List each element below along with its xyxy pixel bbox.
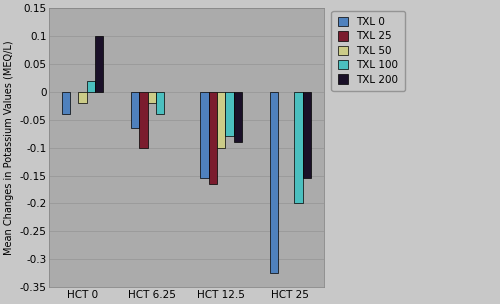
Bar bbox=[208, 92, 217, 184]
Bar bbox=[234, 92, 242, 142]
Bar bbox=[87, 81, 95, 92]
Bar bbox=[217, 92, 225, 148]
Bar bbox=[62, 92, 70, 114]
Bar bbox=[302, 92, 311, 178]
Bar bbox=[78, 92, 87, 103]
Bar bbox=[225, 92, 234, 136]
Bar bbox=[270, 92, 278, 273]
Legend: TXL 0, TXL 25, TXL 50, TXL 100, TXL 200: TXL 0, TXL 25, TXL 50, TXL 100, TXL 200 bbox=[332, 11, 404, 91]
Y-axis label: Mean Changes in Potassium Values (MEQ/L): Mean Changes in Potassium Values (MEQ/L) bbox=[4, 40, 14, 255]
Bar bbox=[200, 92, 208, 178]
Bar bbox=[131, 92, 140, 128]
Bar bbox=[148, 92, 156, 103]
Bar bbox=[95, 36, 104, 92]
Bar bbox=[156, 92, 164, 114]
Bar bbox=[140, 92, 147, 148]
Bar bbox=[294, 92, 302, 203]
